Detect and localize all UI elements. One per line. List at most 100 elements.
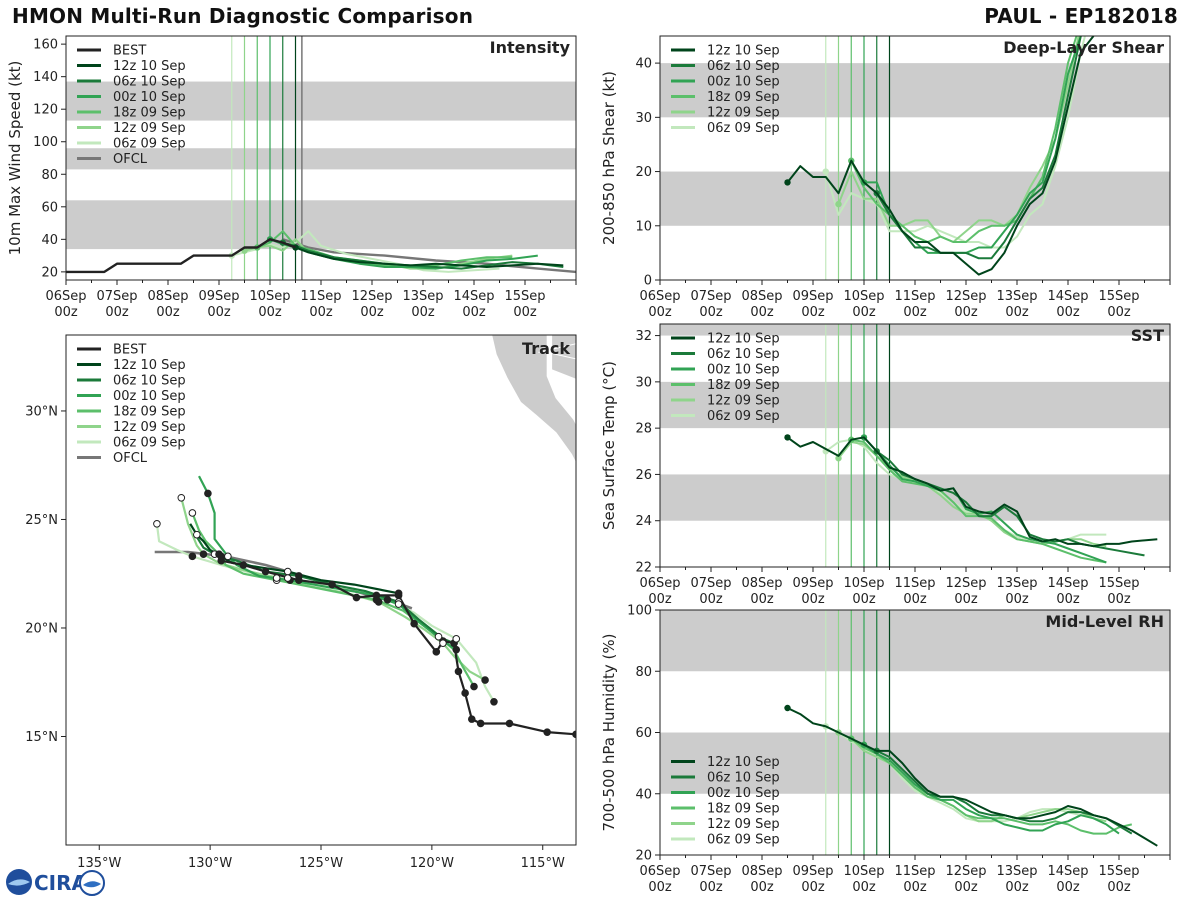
x-tick-label-date: 14Sep	[1047, 576, 1088, 591]
legend-label-run_00z10: 00z 10 Sep	[707, 363, 780, 378]
panel-track: 135°W 130°W 125°W 120°W 115°W 15°N 20°N 25°N 30°…	[25, 334, 577, 871]
x-tick-label-date: 07Sep	[96, 289, 137, 304]
panel-title: Intensity	[490, 38, 571, 57]
x-tick-label-hour: 00z	[105, 305, 129, 320]
track-position-marker	[394, 589, 403, 598]
track-position-marker	[204, 489, 212, 498]
x-tick-label-hour: 00z	[750, 592, 774, 607]
x-tick-label-date: 13Sep	[996, 864, 1037, 879]
track-position-marker	[272, 574, 281, 582]
x-tick-label-hour: 00z	[801, 592, 825, 607]
legend-label-run_12z09: 12z 09 Sep	[707, 106, 780, 121]
x-tick-label-hour: 00z	[54, 305, 78, 320]
legend-label-run_06z09: 06z 09 Sep	[707, 833, 780, 848]
x-tick-label-date: 10Sep	[843, 576, 884, 591]
figure-title: HMON Multi-Run Diagnostic Comparison	[12, 4, 474, 28]
track-position-marker	[452, 645, 461, 654]
series-line-run_12z10	[295, 246, 564, 268]
shaded-band	[66, 148, 576, 170]
track-position-marker	[467, 715, 476, 723]
x-tick-label-date: 09Sep	[792, 289, 833, 304]
track-position-marker	[199, 550, 208, 558]
legend-label-run_06z10: 06z 10 Sep	[113, 75, 186, 90]
series-line-run_06z10	[875, 36, 1082, 260]
x-tick-label-hour: 00z	[411, 305, 435, 320]
track-position-marker	[505, 719, 514, 728]
x-tick-label-hour: 00z	[750, 880, 774, 895]
track-position-marker	[470, 682, 478, 691]
legend-label-run_18z09: 18z 09 Sep	[113, 405, 186, 420]
x-tick-label-date: 10Sep	[843, 289, 884, 304]
shaded-band	[66, 81, 576, 121]
x-tick-label-date: 06Sep	[639, 289, 680, 304]
legend-label-run_06z09: 06z 09 Sep	[113, 436, 186, 451]
track-lines	[153, 475, 576, 739]
x-tick-label-hour: 00z	[903, 305, 927, 320]
y-tick-label: 120	[33, 103, 58, 118]
y-tick-label: 20	[635, 165, 652, 180]
track-position-marker	[261, 567, 270, 576]
x-tick-label-hour: 00z	[648, 592, 672, 607]
legend-label-ofcl: OFCL	[113, 451, 148, 466]
cira-logo-swirl	[8, 879, 30, 886]
y-tick-label: 28	[635, 422, 652, 437]
x-tick-label-hour: 00z	[156, 305, 180, 320]
x-tick-label-date: 08Sep	[741, 576, 782, 591]
x-tick-label-date: 06Sep	[45, 289, 86, 304]
series-line-run_12z10	[787, 707, 1158, 847]
series-start-point-run_12z10	[784, 179, 791, 186]
track-position-marker	[352, 593, 361, 602]
x-tick-label-date: 14Sep	[1047, 289, 1088, 304]
x-tick-label-date: 07Sep	[690, 289, 731, 304]
x-tick-label-hour: 00z	[954, 880, 978, 895]
panel-intensity: 2040608010012014016006Sep00z07Sep00z08Se…	[6, 35, 577, 320]
x-tick-label-hour: 00z	[801, 305, 825, 320]
series-start-point-run_12z10	[784, 434, 791, 441]
x-tick-label-date: 15Sep	[1098, 289, 1139, 304]
legend-label-run_00z10: 00z 10 Sep	[113, 389, 186, 404]
y-tick-label: 30	[635, 375, 652, 390]
track-position-marker	[374, 598, 383, 606]
x-tick-label-hour: 00z	[903, 880, 927, 895]
x-tick-label-hour: 00z	[309, 305, 333, 320]
x-tick-label-date: 13Sep	[996, 576, 1037, 591]
lat-tick-label: 30°N	[25, 404, 58, 419]
track-position-marker	[572, 730, 576, 739]
y-axis-label: 200-850 hPa Shear (kt)	[600, 71, 618, 245]
x-tick-label-date: 15Sep	[504, 289, 545, 304]
x-tick-label-date: 11Sep	[894, 864, 935, 879]
legend-label-run_06z10: 06z 10 Sep	[113, 374, 186, 389]
shaded-band	[66, 200, 576, 250]
lat-tick-label: 20°N	[25, 621, 58, 636]
series-group	[784, 36, 1095, 276]
x-tick-label-date: 15Sep	[1098, 864, 1139, 879]
x-tick-label-hour: 00z	[1056, 880, 1080, 895]
x-tick-label-date: 08Sep	[147, 289, 188, 304]
track-position-marker	[193, 530, 201, 539]
x-tick-label-hour: 00z	[513, 305, 537, 320]
x-tick-label-hour: 00z	[699, 305, 723, 320]
legend-label-run_06z09: 06z 09 Sep	[707, 121, 780, 136]
x-tick-label-date: 15Sep	[1098, 576, 1139, 591]
panel-title: Deep-Layer Shear	[1003, 38, 1164, 57]
x-tick-label-date: 10Sep	[249, 289, 290, 304]
track-position-marker	[543, 728, 551, 736]
series-start-point-run_06z09	[822, 168, 829, 175]
series-line-run_00z10	[863, 743, 1120, 835]
cira-logo-text: CIRA	[34, 871, 88, 895]
series-start-point-run_12z09	[835, 455, 842, 462]
lon-tick-label: 115°W	[521, 856, 565, 871]
legend-label-run_12z10: 12z 10 Sep	[707, 755, 780, 770]
lon-tick-label: 130°W	[188, 856, 232, 871]
y-axis-label: Sea Surface Temp (°C)	[600, 361, 618, 530]
y-tick-label: 100	[33, 135, 58, 150]
x-tick-label-date: 12Sep	[945, 864, 986, 879]
x-tick-label-date: 09Sep	[198, 289, 239, 304]
y-axis-label: 700-500 hPa Humidity (%)	[600, 633, 618, 831]
legend-label-run_06z09: 06z 09 Sep	[707, 409, 780, 424]
y-tick-label: 30	[635, 111, 652, 126]
x-tick-label-date: 06Sep	[639, 864, 680, 879]
x-tick-label-hour: 00z	[852, 305, 876, 320]
x-tick-label-date: 13Sep	[996, 289, 1037, 304]
legend-label-run_12z09: 12z 09 Sep	[113, 121, 186, 136]
